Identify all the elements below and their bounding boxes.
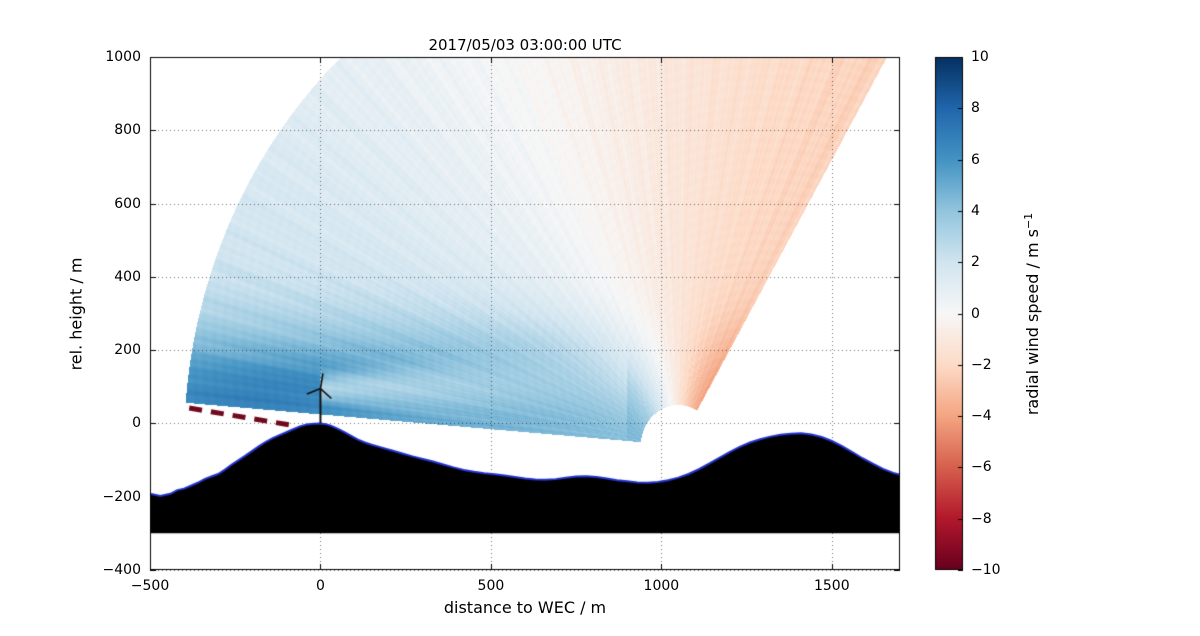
x-tick-label: 500 bbox=[477, 578, 505, 594]
colorbar-label: radial wind speed / m s−1 bbox=[1022, 212, 1042, 414]
plot-title: 2017/05/03 03:00:00 UTC bbox=[428, 36, 622, 54]
colorbar-tick-label: 10 bbox=[971, 49, 989, 65]
y-tick-label: 600 bbox=[114, 195, 141, 212]
y-tick-label: −200 bbox=[102, 488, 141, 505]
colorbar-tick-label: 8 bbox=[971, 100, 980, 117]
colorbar-tick-label: −2 bbox=[971, 356, 992, 373]
x-tick-label: 1000 bbox=[643, 578, 680, 594]
y-tick-label: 200 bbox=[114, 342, 141, 359]
y-tick-label: 1000 bbox=[105, 49, 141, 65]
colorbar-tick-label: 2 bbox=[971, 254, 980, 271]
colorbar-tick-label: −6 bbox=[971, 459, 992, 476]
colorbar-tick-label: 6 bbox=[971, 151, 980, 168]
colorbar-tick-label: −4 bbox=[971, 408, 992, 425]
colorbar-tick-label: 0 bbox=[971, 305, 980, 322]
x-tick-label: −500 bbox=[130, 578, 170, 594]
y-axis-label: rel. height / m bbox=[66, 257, 86, 370]
y-tick-label: 800 bbox=[114, 122, 141, 139]
colorbar-label-sup: −1 bbox=[1021, 212, 1035, 229]
colorbar-tick-label: 4 bbox=[971, 202, 980, 219]
y-tick-label: 0 bbox=[132, 415, 141, 432]
y-tick-label: −400 bbox=[102, 562, 141, 578]
y-tick-label: 400 bbox=[114, 268, 141, 285]
colorbar-tick-label: −10 bbox=[971, 562, 1001, 578]
colorbar-tick-label: −8 bbox=[971, 510, 992, 527]
colorbar-label-text: radial wind speed / m s bbox=[1023, 228, 1043, 415]
x-tick-label: 0 bbox=[315, 578, 325, 594]
x-axis-label: distance to WEC / m bbox=[443, 598, 607, 617]
x-tick-label: 1500 bbox=[813, 578, 850, 594]
